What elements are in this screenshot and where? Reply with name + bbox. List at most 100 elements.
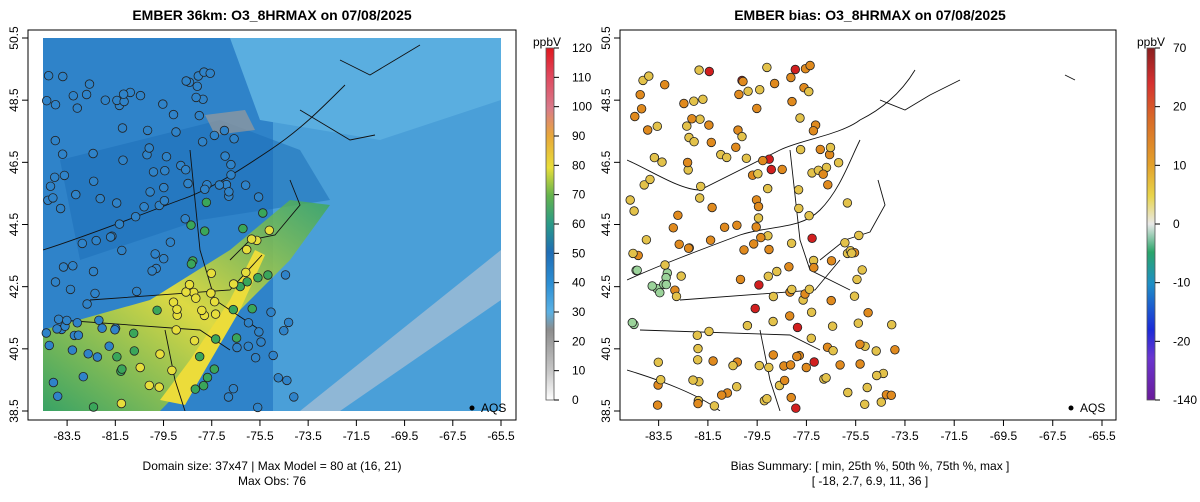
station-marker — [201, 197, 212, 208]
station-marker — [826, 295, 836, 306]
station-marker — [77, 238, 88, 249]
station-marker — [784, 262, 794, 272]
station-marker — [790, 64, 801, 75]
left-caption-line2: Max Obs: 76 — [238, 474, 306, 488]
station-marker — [671, 291, 682, 302]
station-marker — [81, 89, 92, 100]
station-marker — [148, 167, 159, 177]
colorbar-tick-label: 90 — [572, 129, 586, 143]
station-marker — [91, 235, 101, 246]
station-marker — [68, 91, 79, 101]
station-marker — [220, 151, 230, 161]
station-marker — [652, 121, 663, 132]
station-marker — [145, 187, 155, 197]
station-marker — [643, 125, 653, 135]
station-marker — [704, 120, 714, 130]
station-marker — [722, 152, 732, 163]
colorbar-tick-label: 20 — [572, 334, 586, 348]
station-marker — [682, 121, 692, 131]
station-marker — [152, 305, 162, 316]
station-marker — [224, 187, 234, 197]
station-marker — [184, 279, 195, 290]
right-title: EMBER bias: O3_8HRMAX on 07/08/2025 — [734, 7, 1006, 23]
colorbar-tick-label: 110 — [572, 70, 591, 84]
station-marker — [795, 144, 806, 155]
station-marker — [94, 315, 104, 326]
station-marker — [273, 373, 284, 383]
station-marker — [764, 244, 774, 255]
station-marker — [254, 327, 264, 337]
station-marker — [192, 81, 203, 92]
station-marker — [855, 339, 865, 350]
station-marker — [696, 181, 706, 192]
station-marker — [144, 380, 155, 391]
station-marker — [209, 297, 220, 307]
station-marker — [95, 193, 105, 204]
station-marker — [155, 349, 165, 359]
station-marker — [165, 237, 176, 247]
station-marker — [636, 104, 647, 114]
station-marker — [171, 127, 181, 137]
station-marker — [821, 373, 831, 383]
station-marker — [698, 94, 708, 105]
station-marker — [78, 372, 89, 382]
station-marker — [683, 243, 694, 254]
station-marker — [682, 157, 693, 168]
station-marker — [130, 211, 141, 222]
station-marker — [139, 202, 149, 212]
y-tick-label: 44.5 — [7, 212, 21, 236]
station-marker — [753, 201, 764, 212]
station-marker — [693, 355, 703, 365]
station-marker — [777, 164, 787, 175]
station-marker — [887, 320, 897, 330]
station-marker — [706, 137, 717, 148]
station-marker — [83, 349, 93, 359]
right-caption-line2: [ -18, 2.7, 6.9, 11, 36 ] — [812, 474, 929, 488]
station-marker — [629, 206, 639, 216]
station-marker — [282, 375, 292, 386]
colorbar-tick-label: 20 — [1173, 100, 1187, 114]
station-marker — [48, 193, 58, 203]
right-panel: EMBER bias: O3_8HRMAX on 07/08/2025 -83.… — [599, 7, 1197, 488]
station-marker — [240, 180, 251, 190]
station-marker — [55, 203, 66, 214]
y-tick-label: 48.5 — [599, 88, 613, 112]
station-marker — [632, 265, 642, 276]
station-marker — [58, 262, 69, 272]
station-marker — [795, 113, 805, 123]
station-marker — [42, 95, 52, 106]
station-marker — [751, 222, 761, 232]
station-marker — [110, 325, 120, 335]
station-marker — [657, 157, 667, 167]
station-marker — [828, 346, 838, 356]
right-colorbar — [1146, 47, 1156, 401]
x-tick-label: -67.5 — [1039, 429, 1067, 443]
station-marker — [860, 399, 870, 410]
station-marker — [743, 86, 753, 97]
x-tick-label: -81.5 — [102, 429, 130, 443]
y-tick-label: 38.5 — [7, 399, 21, 423]
station-marker — [228, 384, 239, 394]
station-marker — [737, 131, 747, 142]
station-marker — [118, 155, 128, 165]
station-marker — [241, 244, 252, 255]
station-marker — [44, 340, 55, 351]
station-marker — [144, 143, 154, 153]
station-marker — [210, 334, 221, 344]
right-colorbar-ticks: -140 -20 -10 0 10 20 70 — [1155, 41, 1197, 407]
station-marker — [825, 142, 836, 153]
y-tick-label: 40.5 — [599, 337, 613, 361]
station-marker — [852, 274, 862, 285]
station-marker — [117, 123, 128, 133]
station-marker — [135, 90, 146, 101]
station-marker — [111, 198, 122, 208]
x-tick-label: -79.5 — [150, 429, 178, 443]
station-marker — [191, 92, 201, 103]
station-marker — [219, 125, 230, 136]
station-marker — [114, 219, 125, 229]
station-marker — [653, 357, 664, 368]
station-marker — [732, 382, 742, 392]
left-station-markers — [41, 67, 299, 413]
station-marker — [763, 271, 774, 282]
station-marker — [256, 337, 266, 347]
